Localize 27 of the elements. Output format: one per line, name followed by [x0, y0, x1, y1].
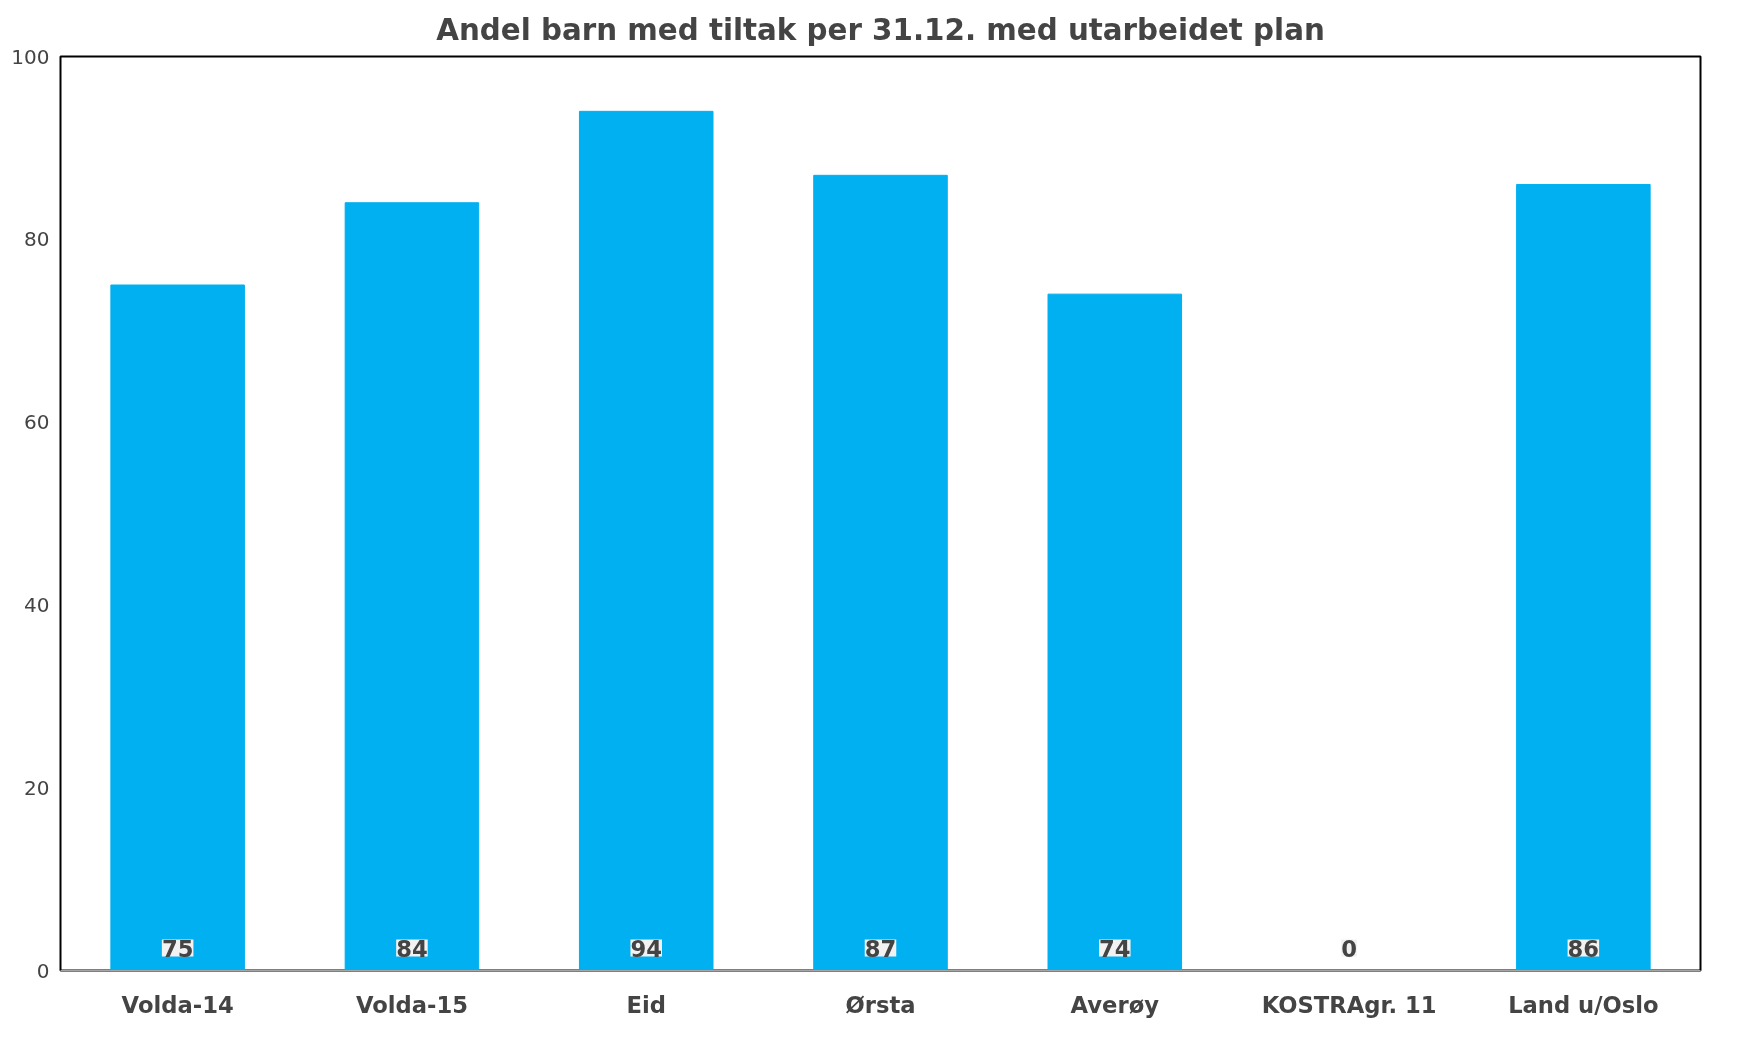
data-label: 84 [396, 935, 428, 962]
bar [1047, 293, 1183, 971]
x-tick-label: Land u/Oslo [1508, 991, 1659, 1018]
data-label: 87 [864, 935, 897, 962]
data-label: 94 [630, 935, 662, 962]
x-tick-label: Volda-15 [355, 991, 468, 1018]
x-tick-label: Averøy [1070, 991, 1160, 1018]
bar [344, 202, 480, 971]
x-tick-label: Eid [626, 991, 666, 1018]
bar [578, 110, 714, 971]
data-label: 86 [1567, 935, 1600, 962]
chart-title: Andel barn med tiltak per 31.12. med utarbeidet plan [436, 12, 1325, 47]
x-tick-label: Ørsta [845, 991, 916, 1018]
y-tick-label: 0 [36, 958, 50, 983]
y-tick-label: 100 [11, 44, 50, 69]
data-label: 75 [161, 935, 194, 962]
data-label: 74 [1099, 935, 1131, 962]
y-tick-label: 80 [24, 227, 50, 252]
data-label: 0 [1341, 935, 1357, 962]
x-tick-label: Volda-14 [121, 991, 234, 1018]
bar [110, 284, 245, 971]
bar [1516, 183, 1651, 971]
y-tick-label: 60 [24, 410, 50, 435]
y-tick-label: 40 [24, 592, 50, 617]
y-tick-label: 20 [24, 775, 50, 800]
x-tick-label: KOSTRAgr. 11 [1261, 991, 1437, 1018]
bar [813, 174, 948, 971]
